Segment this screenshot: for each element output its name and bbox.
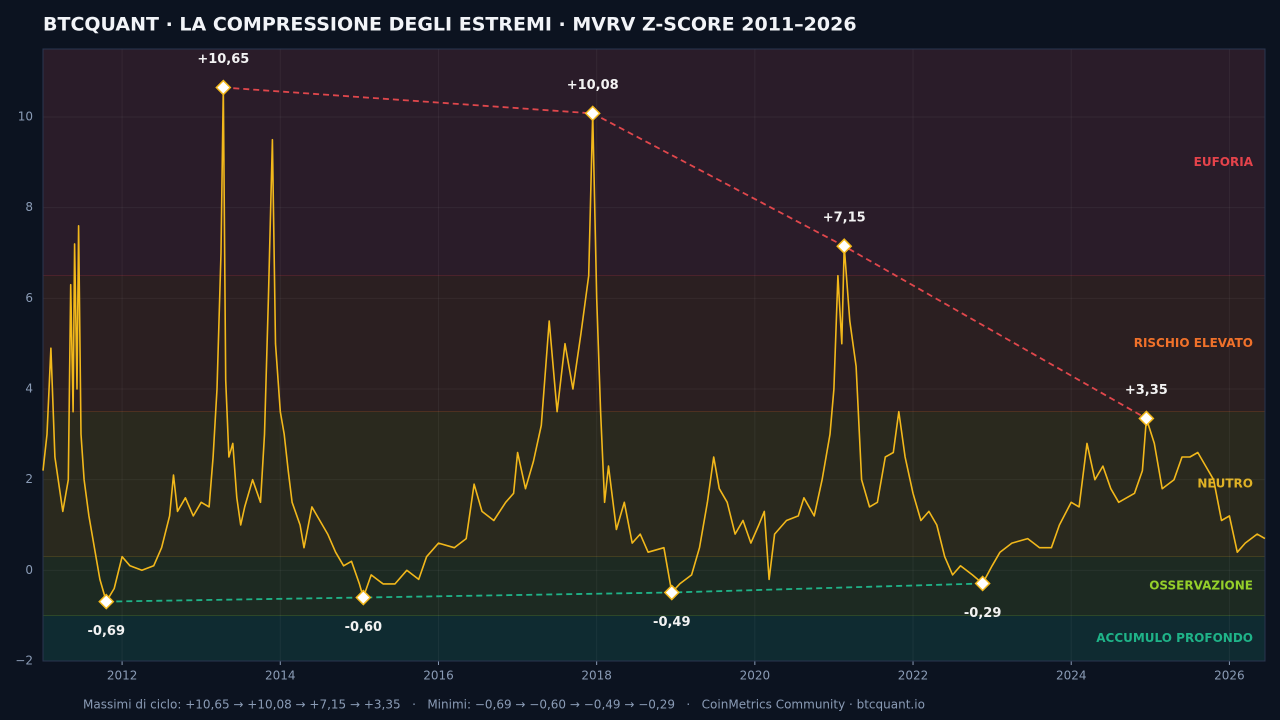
zone-band bbox=[43, 275, 1265, 412]
x-tick-label: 2026 bbox=[1214, 669, 1245, 683]
x-tick-label: 2024 bbox=[1056, 669, 1087, 683]
peak-marker bbox=[1138, 410, 1155, 427]
y-tick-label: 8 bbox=[25, 200, 33, 214]
peak-label: +10,08 bbox=[567, 78, 619, 93]
trough-marker bbox=[974, 575, 991, 592]
zone-band bbox=[43, 49, 1265, 276]
trough-label: -0,49 bbox=[653, 615, 690, 630]
x-tick-label: 2014 bbox=[265, 669, 296, 683]
y-tick-label: −2 bbox=[15, 654, 33, 668]
zone-band bbox=[43, 615, 1265, 661]
zone-label: NEUTRO bbox=[1197, 477, 1253, 491]
y-tick-label: 10 bbox=[18, 110, 33, 124]
plot-frame bbox=[42, 48, 1266, 662]
peak-trend bbox=[223, 86, 1147, 420]
trough-label: -0,29 bbox=[964, 606, 1001, 621]
trough-label: -0,69 bbox=[88, 624, 125, 639]
x-tick-label: 2020 bbox=[740, 669, 771, 683]
peak-label: +7,15 bbox=[823, 211, 866, 226]
y-tick-label: 6 bbox=[25, 291, 33, 305]
zone-label: RISCHIO ELEVATO bbox=[1134, 336, 1253, 350]
y-tick-label: 0 bbox=[25, 563, 33, 577]
x-tick-label: 2016 bbox=[423, 669, 454, 683]
peak-marker bbox=[836, 238, 853, 255]
y-tick-label: 2 bbox=[25, 472, 33, 486]
footer: Massimi di ciclo: +10,65 → +10,08 → +7,1… bbox=[83, 698, 925, 712]
y-tick-label: 4 bbox=[25, 382, 33, 396]
x-tick-label: 2012 bbox=[107, 669, 138, 683]
trough-label: -0,60 bbox=[345, 620, 382, 635]
zone-band bbox=[43, 556, 1265, 616]
zone-label: EUFORIA bbox=[1194, 155, 1254, 169]
zone-band bbox=[43, 411, 1265, 557]
trough-marker bbox=[355, 589, 372, 606]
peak-label: +10,65 bbox=[197, 52, 249, 67]
x-tick-label: 2018 bbox=[581, 669, 612, 683]
zone-label: ACCUMULO PROFONDO bbox=[1096, 631, 1253, 645]
peak-marker bbox=[584, 105, 601, 122]
trough-trend bbox=[106, 582, 983, 603]
peak-label: +3,35 bbox=[1125, 383, 1168, 398]
peak-marker bbox=[215, 79, 232, 96]
zone-label: OSSERVAZIONE bbox=[1149, 579, 1253, 593]
trough-marker bbox=[663, 584, 680, 601]
x-tick-label: 2022 bbox=[898, 669, 929, 683]
series-line bbox=[42, 86, 1266, 603]
trough-marker bbox=[98, 593, 115, 610]
chart-title: BTCQUANT · LA COMPRESSIONE DEGLI ESTREMI… bbox=[43, 14, 857, 36]
